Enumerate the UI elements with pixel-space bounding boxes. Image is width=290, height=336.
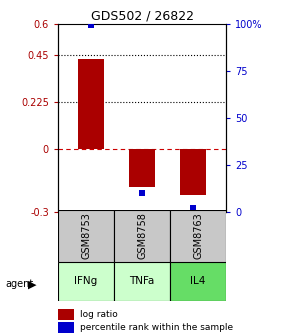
- Bar: [58, 210, 114, 262]
- Text: IFNg: IFNg: [75, 277, 98, 286]
- Text: GSM8763: GSM8763: [193, 213, 203, 259]
- Text: log ratio: log ratio: [80, 310, 117, 319]
- Title: GDS502 / 26822: GDS502 / 26822: [90, 9, 194, 23]
- Text: GSM8753: GSM8753: [81, 213, 91, 259]
- Text: GSM8758: GSM8758: [137, 213, 147, 259]
- Bar: [114, 210, 170, 262]
- Text: agent: agent: [6, 279, 34, 289]
- Bar: [129, 149, 155, 186]
- Bar: [170, 262, 226, 301]
- Bar: [114, 262, 170, 301]
- Bar: [78, 59, 104, 149]
- Text: TNFa: TNFa: [129, 277, 155, 286]
- Bar: [180, 149, 206, 195]
- Text: IL4: IL4: [191, 277, 206, 286]
- Text: ▶: ▶: [28, 280, 36, 290]
- Text: percentile rank within the sample: percentile rank within the sample: [80, 323, 233, 332]
- Bar: [58, 262, 114, 301]
- Bar: [170, 210, 226, 262]
